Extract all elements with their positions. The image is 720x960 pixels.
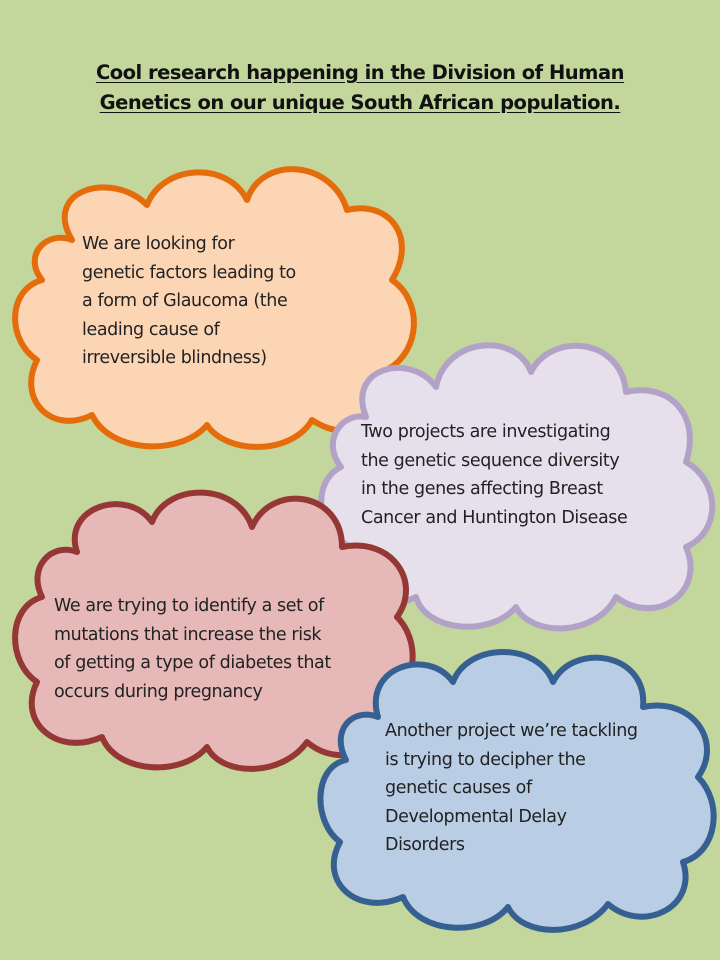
cloud-glaucoma-line-2: genetic factors leading to xyxy=(82,262,296,283)
cloud-glaucoma-line-3: a form of Glaucoma (the xyxy=(82,291,288,311)
cloud-developmental-delay-line-2: is trying to decipher the xyxy=(385,749,586,770)
cloud-developmental-delay: Another project we’re tackling is trying… xyxy=(317,642,718,938)
cloud-glaucoma-line-4: leading cause of xyxy=(82,319,220,340)
page-title-line-1: Cool research happening in the Division … xyxy=(95,61,625,84)
cloud-glaucoma-line-1: We are looking for xyxy=(82,234,235,254)
cloud-glaucoma-line-5: irreversible blindness) xyxy=(82,348,267,368)
cloud-breast-cancer-line-1: Two projects are investigating xyxy=(361,422,611,442)
cloud-developmental-delay-line-3: genetic causes of xyxy=(385,778,532,798)
cloud-breast-cancer-line-4: Cancer and Huntington Disease xyxy=(361,507,628,528)
page-title-line-2: Genetics on our unique South African pop… xyxy=(99,91,621,114)
cloud-diabetes-line-4: occurs during pregnancy xyxy=(54,681,263,702)
page-title: Cool research happening in the Division … xyxy=(60,58,660,118)
cloud-breast-cancer-line-3: in the genes affecting Breast xyxy=(361,479,603,499)
cloud-developmental-delay-line-1: Another project we’re tackling xyxy=(385,721,638,741)
cloud-diabetes-line-3: of getting a type of diabetes that xyxy=(54,653,331,673)
cloud-developmental-delay-line-4: Developmental Delay xyxy=(385,806,567,827)
cloud-developmental-delay-shape xyxy=(317,649,717,933)
cloud-diabetes: We are trying to identify a set of mutat… xyxy=(12,482,416,774)
cloud-breast-cancer-line-2: the genetic sequence diversity xyxy=(361,450,620,471)
cloud-diabetes-line-2: mutations that increase the risk xyxy=(54,624,322,645)
cloud-developmental-delay-line-5: Disorders xyxy=(385,835,465,855)
cloud-diabetes-line-1: We are trying to identify a set of xyxy=(54,596,324,616)
